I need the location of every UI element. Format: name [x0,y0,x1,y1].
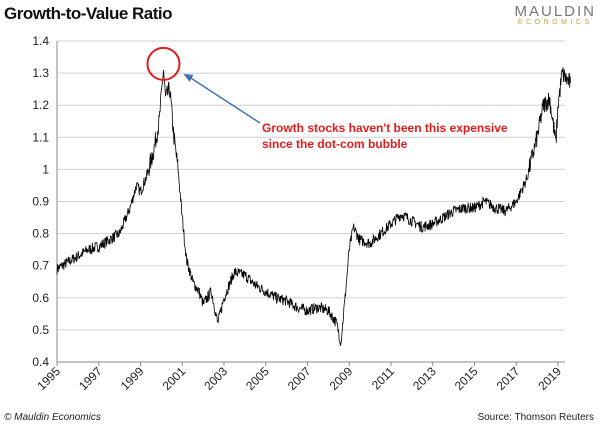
y-tick-label: 1.3 [32,66,49,80]
y-tick-label: 0.5 [32,323,49,337]
x-tick-label: 2019 [535,364,564,393]
x-tick-label: 2001 [160,364,189,393]
annotation-text-1: Growth stocks haven't been this expensiv… [262,121,508,135]
x-tick-label: 2017 [494,364,523,393]
source-note: Source: Thomson Reuters [477,412,594,423]
chart-title: Growth-to-Value Ratio [4,4,173,23]
annotation-arrow [187,75,261,124]
x-tick-label: 2011 [369,364,397,392]
x-tick-label: 1997 [76,364,105,393]
y-tick-label: 1 [42,162,49,176]
x-tick-label: 2003 [201,364,230,393]
x-tick-label: 2009 [327,364,356,393]
x-tick-label: 2013 [410,364,439,393]
x-tick-label: 2007 [285,364,314,393]
logo-line2: ECONOMICS [517,19,593,26]
highlight-circle [146,46,181,81]
x-tick-label: 2015 [452,364,481,393]
x-tick-label: 2005 [243,364,272,393]
y-tick-label: 1.1 [32,130,49,144]
arrowhead-icon [183,73,194,82]
y-tick-label: 1.4 [32,34,49,48]
series-line [56,67,571,346]
copyright: © Mauldin Economics [4,412,101,423]
annotation-text-2: since the dot-com bubble [262,137,408,151]
y-tick-label: 1.2 [32,98,49,112]
y-tick-label: 0.8 [32,227,49,241]
mauldin-logo: MAULDIN ECONOMICS [514,4,596,27]
x-tick-label: 1999 [118,364,147,393]
y-tick-label: 0.7 [32,259,49,273]
y-tick-label: 0.6 [32,291,49,305]
y-tick-label: 0.4 [32,355,49,369]
logo-line1: MAULDIN [514,3,596,20]
y-tick-label: 0.9 [32,195,49,209]
